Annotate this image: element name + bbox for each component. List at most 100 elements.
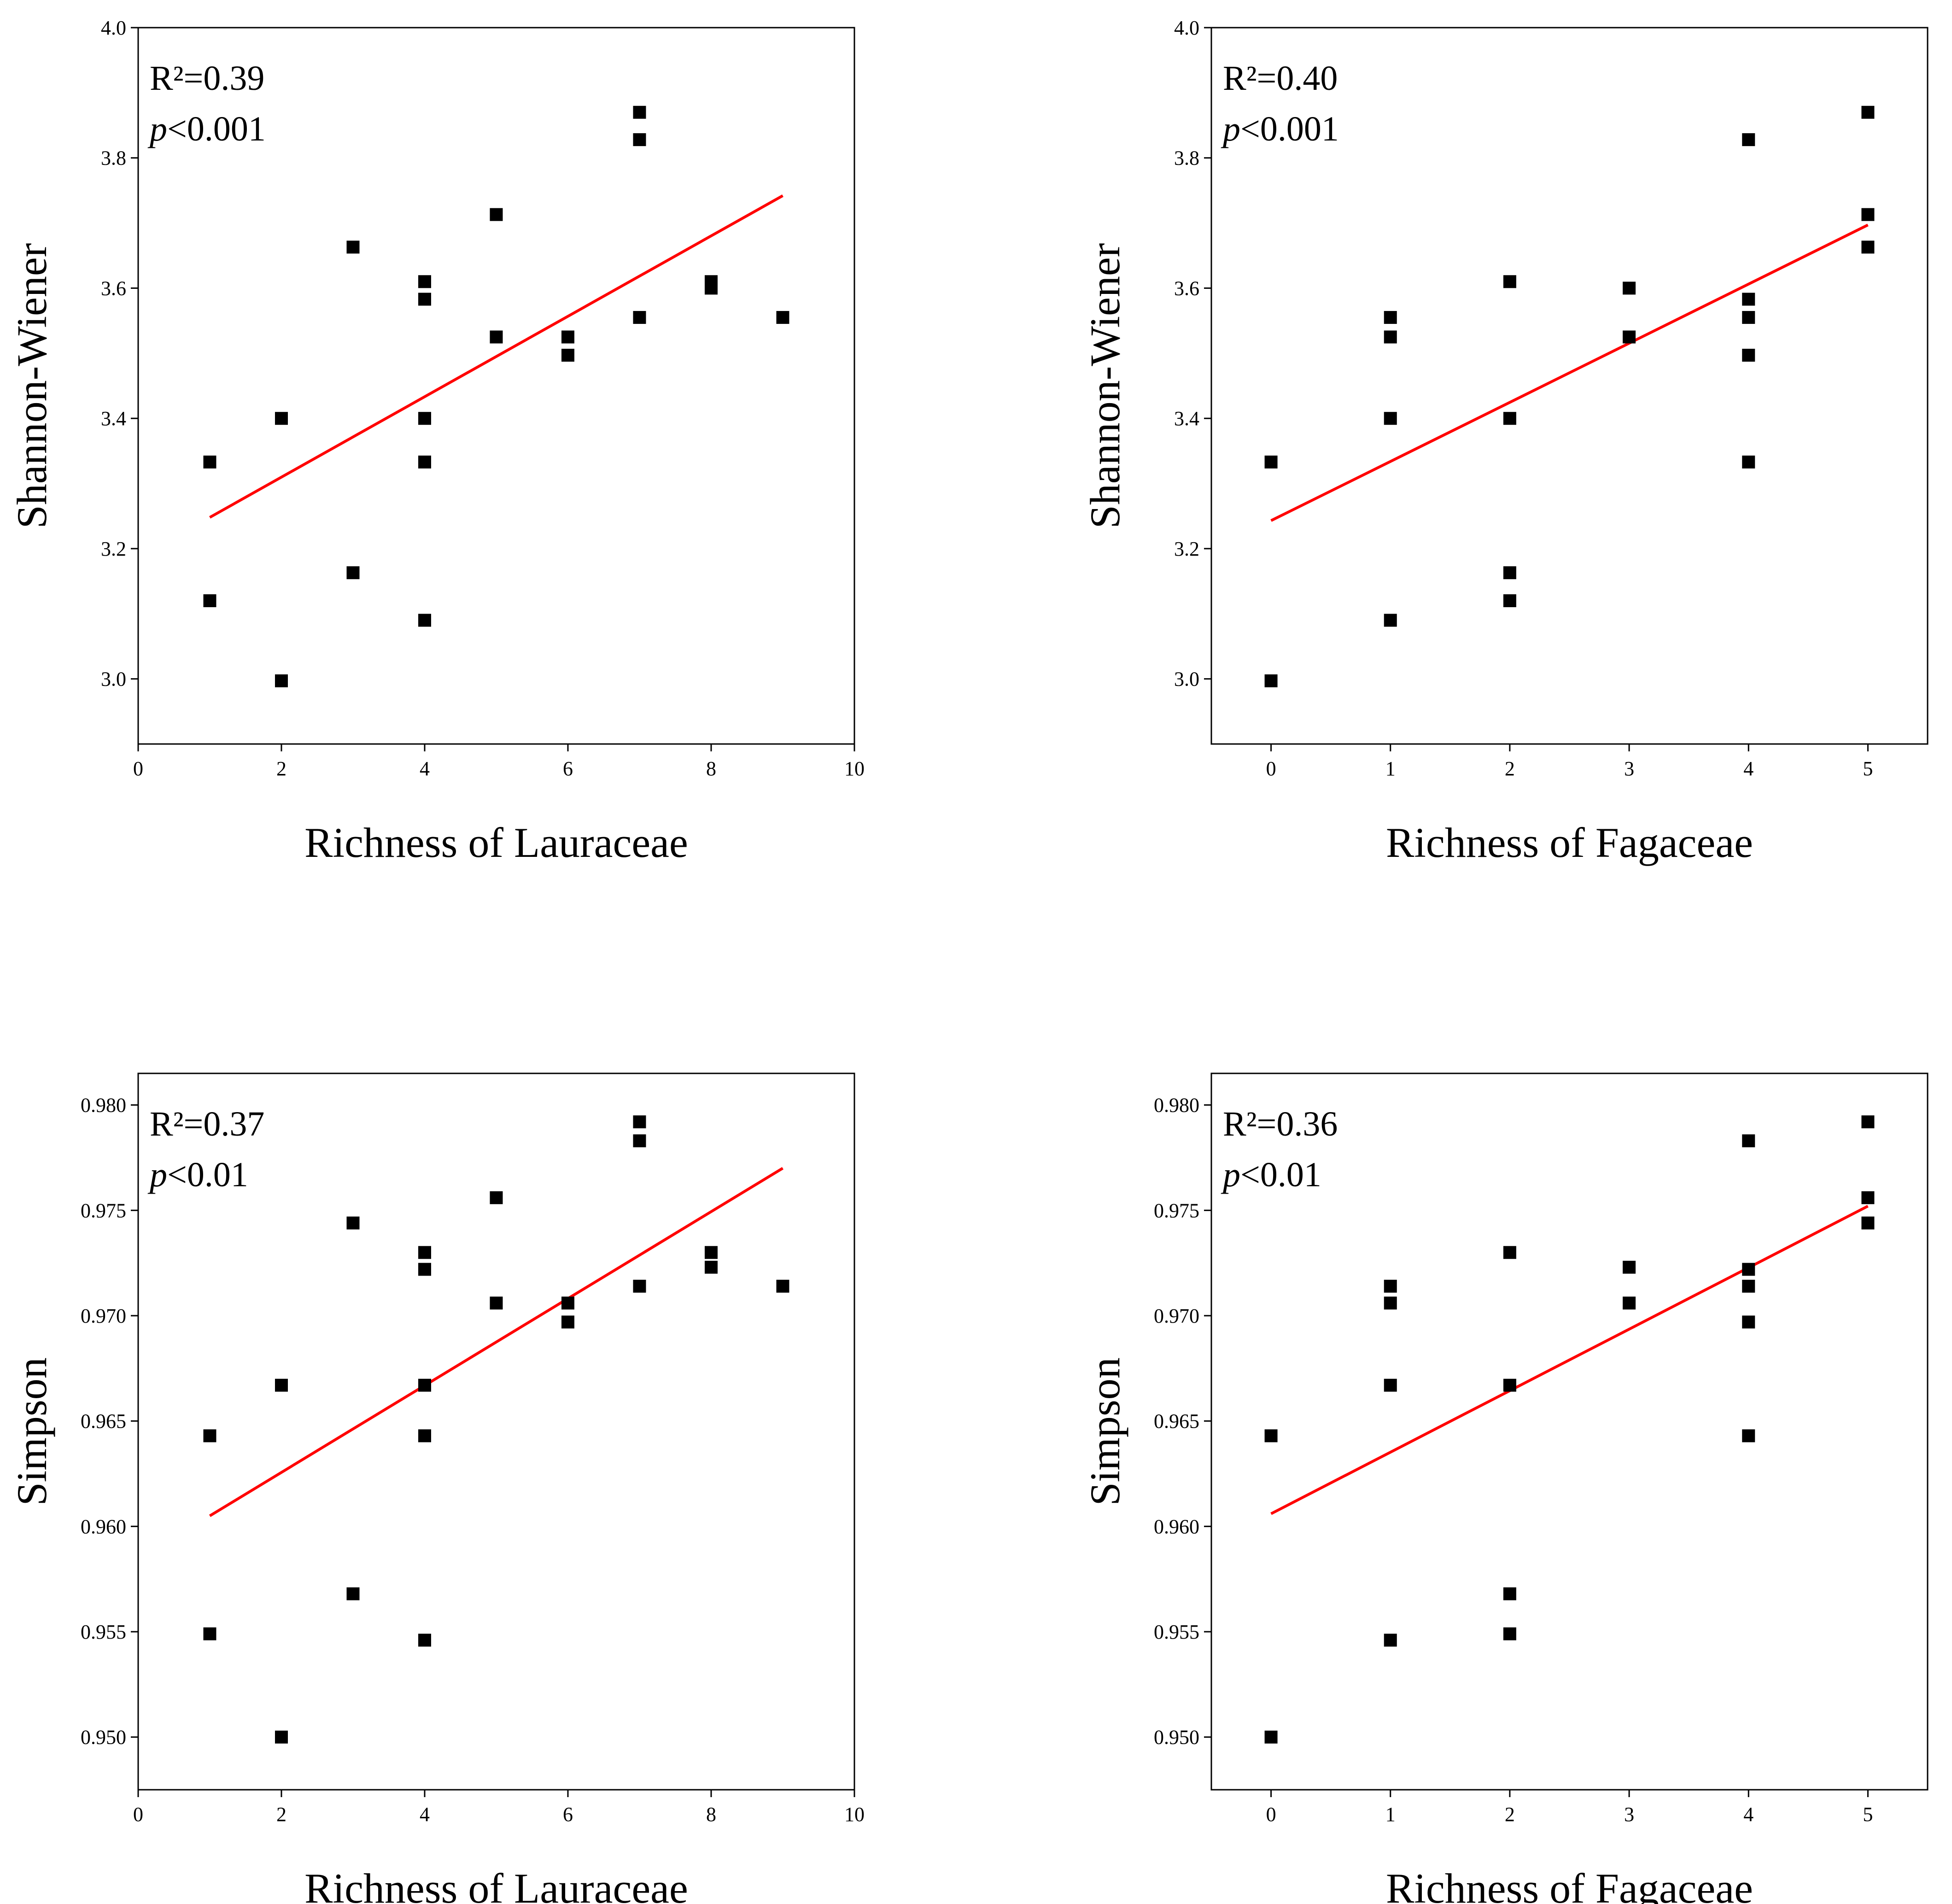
x-tick-label: 3 [1624,757,1634,780]
data-point [1861,1115,1875,1129]
x-tick-label: 0 [1266,757,1276,780]
x-tick-label: 2 [1505,757,1515,780]
data-point [1623,1260,1636,1274]
y-tick-label: 0.950 [81,1726,126,1749]
r-squared-label: R²=0.36 [1223,1105,1338,1143]
data-point [203,1429,216,1442]
y-tick-label: 3.6 [101,277,126,299]
data-point [346,566,360,580]
data-point [203,455,216,469]
scatter-panel-simpson-lauraceae: 0 2 4 6 8 10 0.950 0.955 0.960 0.965 0.970 0.975 0.9… [8,1072,865,1904]
y-tick-label: 3.6 [1174,277,1199,299]
y-tick-label: 0.980 [81,1094,126,1117]
data-point [1264,1429,1278,1442]
y-axis-title: Simpson [1081,1357,1128,1506]
data-point [1861,240,1875,254]
x-tick-label: 0 [133,1803,143,1826]
data-point [418,1634,431,1647]
x-tick-label: 4 [1743,1803,1753,1826]
x-axis-title: Richness of Lauraceae [304,1865,688,1904]
y-tick-label: 3.2 [1174,538,1199,560]
data-point [203,594,216,607]
x-tick-label: 2 [276,757,286,780]
p-symbol: p [1221,1155,1240,1194]
data-point [1742,133,1755,146]
data-point [705,281,718,295]
data-point [490,208,503,221]
x-tick-label: 4 [420,757,430,780]
p-symbol: p [147,1155,167,1194]
data-point [705,1246,718,1259]
data-point [1384,1279,1397,1293]
x-tick-label: 5 [1863,757,1873,780]
data-point [418,614,431,627]
y-tick-label: 0.965 [1154,1410,1199,1433]
x-tick-label: 0 [133,757,143,780]
x-tick-label: 5 [1863,1803,1873,1826]
p-value: <0.01 [167,1155,248,1194]
x-tick-label: 8 [706,1803,716,1826]
data-point [1264,1730,1278,1744]
y-tick-label: 4.0 [101,17,126,39]
data-point [1503,1246,1516,1259]
data-point [561,1296,574,1310]
data-point [561,1315,574,1329]
data-point [275,1378,288,1392]
data-point [1384,1296,1397,1310]
p-value-label: p<0.01 [147,1155,248,1194]
data-point [1742,293,1755,306]
y-tick-label: 0.950 [1154,1726,1199,1749]
data-point [776,311,789,324]
data-point [1503,1378,1516,1392]
y-tick-label: 0.960 [81,1515,126,1538]
x-tick-label: 2 [276,1803,286,1826]
data-point [418,1429,431,1442]
x-tick-label: 4 [1743,757,1753,780]
regression-line [1270,223,1869,522]
data-point [1503,275,1516,288]
data-point [1384,614,1397,627]
data-point [346,240,360,254]
data-point [418,275,431,288]
y-tick-label: 3.4 [1174,407,1199,430]
data-point [1861,1191,1875,1204]
data-point [1623,281,1636,295]
y-tick-label: 0.970 [1154,1305,1199,1327]
data-point [1742,349,1755,362]
data-point [1742,1315,1755,1329]
x-tick-label: 0 [1266,1803,1276,1826]
data-point [1742,1279,1755,1293]
p-value: <0.01 [1240,1155,1321,1194]
x-tick-label: 1 [1385,1803,1396,1826]
y-tick-label: 0.960 [1154,1515,1199,1538]
data-point [1742,311,1755,324]
plot-frame [1210,1072,1929,1791]
data-point [1503,594,1516,607]
y-tick-label: 0.965 [81,1410,126,1433]
data-point [705,1260,718,1274]
x-tick-label: 4 [420,1803,430,1826]
data-point [275,674,288,687]
r-squared-label: R²=0.40 [1223,59,1338,98]
data-point [633,311,646,324]
regression-line [1270,1205,1869,1515]
data-point [418,1246,431,1259]
data-point [1384,311,1397,324]
y-tick-label: 3.4 [101,407,126,430]
p-value: <0.001 [1240,110,1339,148]
data-point [633,105,646,119]
data-point [1384,1378,1397,1392]
x-axis-title: Richness of Lauraceae [304,819,688,866]
y-tick-label: 3.2 [101,538,126,560]
data-point [1861,208,1875,221]
x-tick-label: 6 [563,1803,573,1826]
plot-frame [1210,27,1929,745]
scatter-panel-shannon-lauraceae: 0 2 4 6 8 10 3.0 3.2 3.4 3.6 3.8 4.0 Richness of Lau… [8,17,865,866]
data-point [418,1378,431,1392]
data-point [633,1279,646,1293]
data-point [275,1730,288,1744]
data-point [1623,1296,1636,1310]
y-axis-title: Simpson [8,1357,55,1506]
x-axis-title: Richness of Fagaceae [1386,819,1753,866]
